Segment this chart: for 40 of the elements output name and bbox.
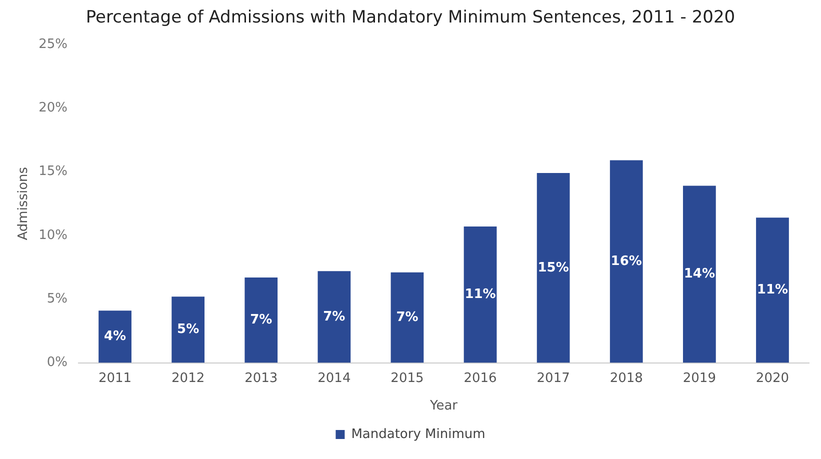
data-label: 4% [104,329,126,344]
bar [756,218,789,363]
data-label: 11% [756,282,788,298]
x-tick-label: 2017 [536,370,570,386]
y-tick-label: 5% [46,291,68,306]
bar [464,226,497,363]
x-tick-label: 2012 [172,370,205,386]
data-label: 7% [250,312,272,328]
y-tick-label: 15% [38,164,68,180]
bar [536,173,570,363]
data-label: 11% [464,287,496,302]
x-tick-label: 2016 [464,370,497,386]
bar [318,271,351,363]
y-tick-label: 20% [38,100,68,116]
bar [682,186,716,363]
y-tick-label: 25% [38,36,68,52]
bar [244,277,278,363]
data-label: 16% [610,254,642,269]
legend-label: Mandatory Minimum [351,426,486,442]
x-tick-label: 2019 [682,370,716,386]
y-tick-label: 10% [38,228,68,243]
data-label: 7% [396,310,418,325]
x-tick-label: 2011 [98,370,132,386]
bar [172,296,205,363]
x-axis-title: Year [428,398,458,414]
x-tick-label: 2020 [756,370,790,386]
x-tick-label: 2013 [244,370,278,386]
bar [98,310,132,363]
chart-title: Percentage of Admissions with Mandatory Minimum Sentences, 2011 - 2020 [86,8,736,28]
x-tick-label: 2015 [390,370,424,386]
x-tick-label: 2014 [318,370,351,386]
data-label: 7% [323,309,346,324]
bar [390,272,424,363]
y-axis-title: Admissions [16,166,32,240]
x-tick-label: 2018 [610,370,643,386]
data-label: 5% [177,322,200,338]
data-label: 14% [684,266,715,282]
data-label: 15% [538,260,569,276]
bar [610,160,643,363]
y-tick-label: 0% [46,355,68,370]
